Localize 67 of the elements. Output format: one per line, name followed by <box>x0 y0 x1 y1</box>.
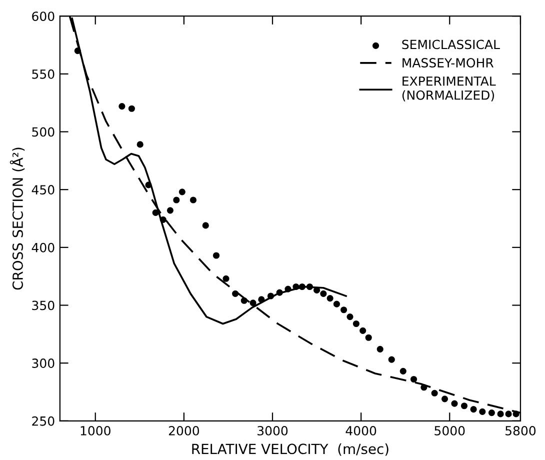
point <box>410 376 418 383</box>
point <box>352 320 360 328</box>
point <box>313 286 320 294</box>
point <box>160 216 166 223</box>
point <box>400 368 406 374</box>
point <box>145 182 152 188</box>
y-tick-label: 250 <box>32 416 54 426</box>
point <box>470 406 477 413</box>
legend-label: MASSEY-MOHR <box>402 58 494 68</box>
point <box>512 410 520 418</box>
point <box>326 295 334 302</box>
x-tick-label: 1000 <box>80 426 110 436</box>
point <box>451 400 458 407</box>
point <box>284 286 292 292</box>
y-tick-label: 300 <box>32 358 54 368</box>
y-tick-label: 500 <box>32 127 54 137</box>
point <box>376 346 384 352</box>
point <box>292 283 300 290</box>
point <box>267 292 274 300</box>
point <box>240 297 248 304</box>
point <box>178 188 186 196</box>
legend-label: SEMICLASSICAL <box>402 40 500 50</box>
point <box>128 105 135 112</box>
x-axis-title: RELATIVE VELOCITY (m/sec) <box>192 443 388 456</box>
point <box>190 196 197 204</box>
point <box>320 290 327 297</box>
y-tick-label: 350 <box>32 300 54 310</box>
point <box>360 327 366 334</box>
point <box>497 410 504 418</box>
point <box>166 207 174 214</box>
x-tick-label: 5800 <box>506 426 536 436</box>
point <box>431 390 438 396</box>
point <box>258 296 265 303</box>
point <box>333 300 340 308</box>
point <box>202 222 209 229</box>
point <box>136 141 144 148</box>
x-tick-label: 4000 <box>346 426 376 436</box>
y-tick-label: 550 <box>32 69 54 79</box>
point <box>250 300 256 306</box>
point <box>152 209 159 216</box>
point <box>441 396 448 402</box>
point <box>298 283 306 290</box>
x-tick-label: 5000 <box>434 426 465 436</box>
legend-label: EXPERIMENTAL (NORMALIZED) <box>402 76 496 102</box>
point <box>388 356 395 363</box>
point <box>118 103 126 110</box>
point <box>479 408 486 415</box>
point <box>420 384 428 391</box>
point <box>212 252 220 259</box>
y-tick-label: 400 <box>32 242 54 252</box>
point <box>276 289 283 296</box>
point <box>365 334 372 341</box>
point <box>505 410 512 418</box>
point <box>460 402 468 410</box>
point <box>173 196 180 204</box>
x-tick-label: 3000 <box>258 426 288 436</box>
point <box>346 314 354 320</box>
x-tick-label: 2000 <box>168 426 200 436</box>
point <box>232 290 239 297</box>
point <box>222 275 230 282</box>
y-axis-title: CROSS SECTION (Å²) <box>10 148 25 290</box>
y-tick-label: 450 <box>32 185 54 195</box>
point <box>74 48 81 54</box>
point <box>306 283 313 290</box>
y-tick-label: 600 <box>32 12 54 22</box>
point <box>340 306 348 314</box>
point <box>488 410 495 416</box>
